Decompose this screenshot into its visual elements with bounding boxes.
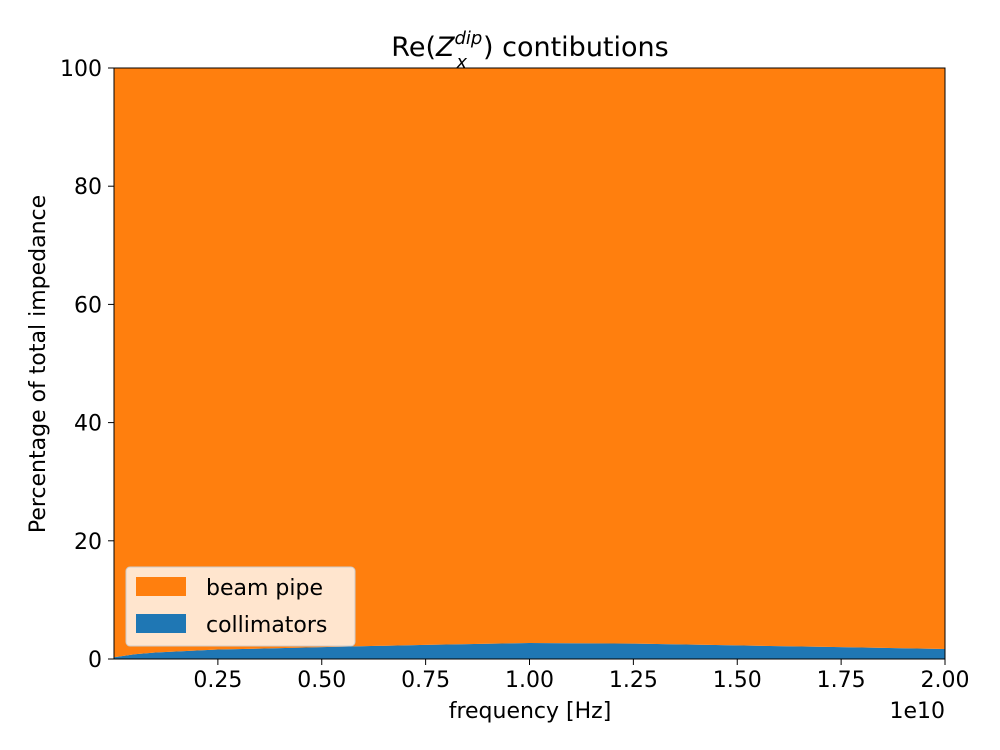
x-tick-label: 1.25 bbox=[609, 668, 658, 693]
legend-label-beam-pipe: beam pipe bbox=[206, 576, 323, 601]
x-tick-label: 1.75 bbox=[817, 668, 866, 693]
x-tick-label: 0.75 bbox=[401, 668, 450, 693]
area-beam-pipe bbox=[114, 68, 945, 658]
title-superscript: dip bbox=[454, 28, 482, 49]
y-tick-label: 20 bbox=[74, 530, 102, 555]
y-tick-label: 40 bbox=[74, 412, 102, 437]
x-axis-offset-label: 1e10 bbox=[889, 699, 945, 724]
y-axis-ticks: 0 20 40 60 80 100 bbox=[60, 57, 114, 673]
y-tick-label: 80 bbox=[74, 175, 102, 200]
area-series-group bbox=[114, 68, 945, 659]
x-tick-label: 1.50 bbox=[713, 668, 762, 693]
y-tick-label: 0 bbox=[88, 648, 102, 673]
legend-label-collimators: collimators bbox=[206, 613, 327, 638]
x-tick-label: 0.50 bbox=[297, 668, 346, 693]
x-axis-ticks: 0.25 0.50 0.75 1.00 1.25 1.50 1.75 2.00 bbox=[193, 659, 969, 693]
x-axis-label: frequency [Hz] bbox=[449, 699, 612, 724]
y-tick-label: 60 bbox=[74, 293, 102, 318]
title-suffix: ) contibutions bbox=[483, 32, 669, 63]
plot-area bbox=[113, 67, 946, 660]
y-axis-label: Percentage of total impedance bbox=[26, 195, 51, 533]
chart-title: Re(Zdip x ) contibutions bbox=[391, 28, 668, 73]
y-tick-label: 100 bbox=[60, 57, 102, 82]
legend: beam pipe collimators bbox=[125, 566, 356, 647]
x-tick-label: 2.00 bbox=[921, 668, 970, 693]
title-symbol: Z bbox=[435, 32, 455, 63]
legend-swatch-beam-pipe bbox=[136, 577, 186, 596]
title-prefix: Re( bbox=[391, 32, 436, 63]
x-tick-label: 1.00 bbox=[505, 668, 554, 693]
x-tick-label: 0.25 bbox=[193, 668, 242, 693]
legend-swatch-collimators bbox=[136, 614, 186, 633]
area-collimators bbox=[114, 643, 945, 659]
title-subscript: x bbox=[455, 52, 467, 73]
